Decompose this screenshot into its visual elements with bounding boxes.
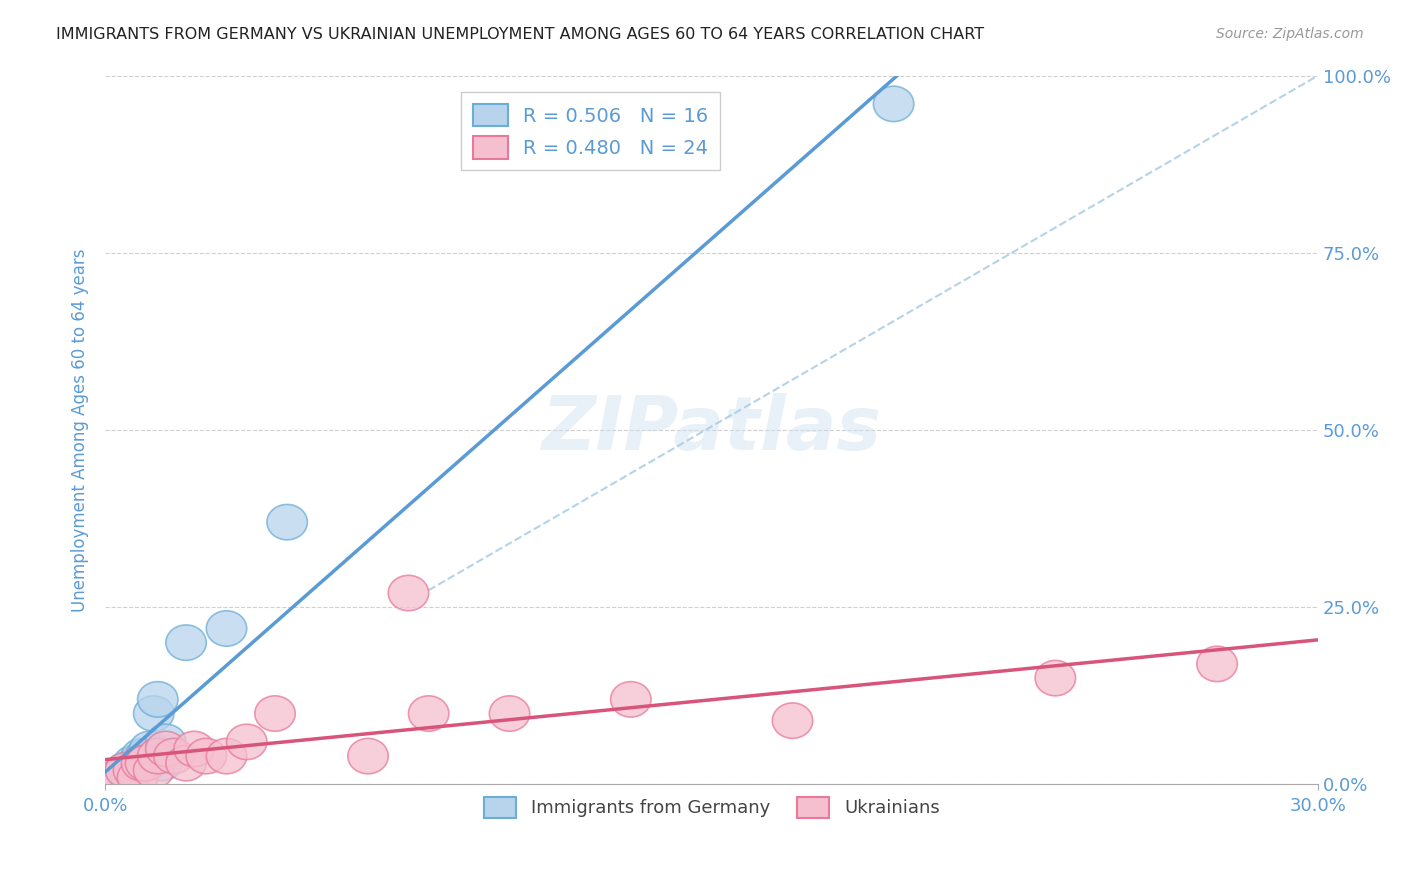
Ellipse shape	[105, 753, 146, 788]
Ellipse shape	[97, 760, 138, 795]
Ellipse shape	[267, 504, 308, 540]
Ellipse shape	[125, 746, 166, 780]
Ellipse shape	[117, 746, 157, 780]
Ellipse shape	[347, 739, 388, 773]
Ellipse shape	[129, 731, 170, 767]
Ellipse shape	[121, 739, 162, 773]
Ellipse shape	[226, 724, 267, 760]
Ellipse shape	[97, 760, 138, 795]
Ellipse shape	[134, 696, 174, 731]
Ellipse shape	[772, 703, 813, 739]
Text: ZIPatlas: ZIPatlas	[541, 393, 882, 467]
Ellipse shape	[166, 625, 207, 660]
Ellipse shape	[174, 731, 214, 767]
Ellipse shape	[105, 753, 146, 788]
Ellipse shape	[1197, 646, 1237, 681]
Ellipse shape	[114, 753, 153, 788]
Ellipse shape	[110, 753, 149, 788]
Ellipse shape	[1035, 660, 1076, 696]
Ellipse shape	[117, 760, 157, 795]
Ellipse shape	[146, 724, 186, 760]
Ellipse shape	[166, 746, 207, 780]
Ellipse shape	[207, 611, 246, 646]
Text: IMMIGRANTS FROM GERMANY VS UKRAINIAN UNEMPLOYMENT AMONG AGES 60 TO 64 YEARS CORR: IMMIGRANTS FROM GERMANY VS UKRAINIAN UNE…	[56, 27, 984, 42]
Ellipse shape	[114, 746, 153, 780]
Ellipse shape	[153, 739, 194, 773]
Ellipse shape	[388, 575, 429, 611]
Ellipse shape	[489, 696, 530, 731]
Ellipse shape	[142, 746, 181, 780]
Ellipse shape	[138, 739, 179, 773]
Ellipse shape	[125, 739, 166, 773]
Ellipse shape	[121, 746, 162, 780]
Y-axis label: Unemployment Among Ages 60 to 64 years: Unemployment Among Ages 60 to 64 years	[72, 248, 89, 612]
Ellipse shape	[186, 739, 226, 773]
Ellipse shape	[207, 739, 246, 773]
Ellipse shape	[610, 681, 651, 717]
Ellipse shape	[409, 696, 449, 731]
Ellipse shape	[138, 681, 179, 717]
Ellipse shape	[873, 87, 914, 121]
Legend: Immigrants from Germany, Ukrainians: Immigrants from Germany, Ukrainians	[477, 789, 946, 825]
Ellipse shape	[254, 696, 295, 731]
Ellipse shape	[134, 753, 174, 788]
Text: Source: ZipAtlas.com: Source: ZipAtlas.com	[1216, 27, 1364, 41]
Ellipse shape	[146, 731, 186, 767]
